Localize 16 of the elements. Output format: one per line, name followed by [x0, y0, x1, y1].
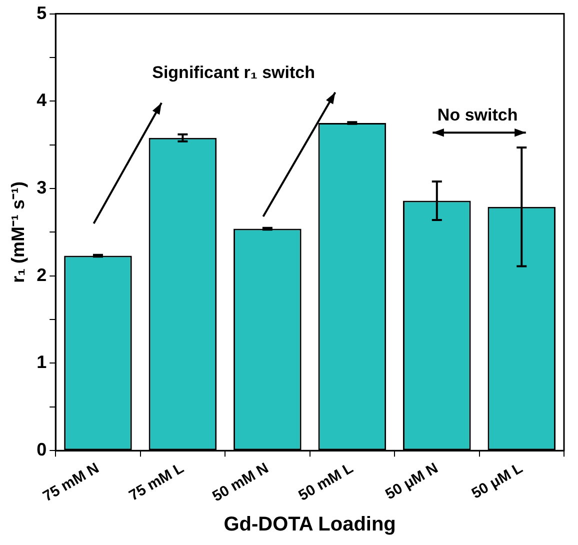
y-tick-label: 2 — [36, 264, 47, 285]
y-axis-title: r₁ (mM⁻¹ s⁻¹) — [8, 181, 28, 283]
x-tick-label: 50 μM N — [382, 460, 441, 504]
x-tick-label: 50 mM L — [296, 460, 356, 504]
annotation: Significant r₁ switch — [152, 62, 315, 82]
y-tick-label: 5 — [36, 2, 47, 23]
x-tick-label: 75 mM L — [126, 460, 187, 504]
x-tick-label: 50 mM N — [210, 460, 272, 506]
x-tick-label: 75 mM N — [40, 460, 102, 506]
y-tick-label: 0 — [36, 440, 47, 460]
annotation: No switch — [437, 106, 518, 125]
x-axis-title: Gd-DOTA Loading — [224, 514, 396, 536]
y-tick-label: 4 — [36, 90, 47, 110]
y-tick-label: 3 — [36, 177, 47, 198]
y-tick-label: 1 — [36, 352, 47, 372]
x-tick-label: 50 μM L — [468, 460, 526, 502]
